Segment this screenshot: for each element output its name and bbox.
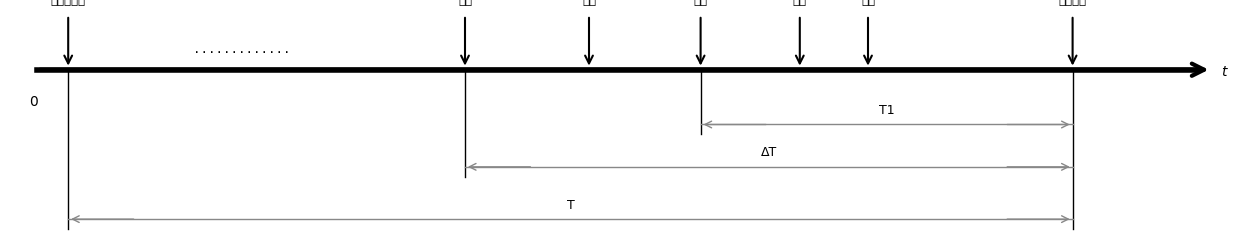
Text: .............: ............. [193,43,290,56]
Text: 本机启动
返回: 本机启动 返回 [451,0,479,7]
Text: ΔT: ΔT [760,146,777,159]
Text: T1: T1 [879,104,894,117]
Text: 本机启动触
发录波时刻: 本机启动触 发录波时刻 [51,0,86,7]
Text: 0: 0 [29,95,38,109]
Text: 接收
SOE2
时刻: 接收 SOE2 时刻 [852,0,884,7]
Text: 当前时刻: 当前时刻 [1059,0,1086,7]
Text: T: T [567,199,574,212]
Text: SOE1
时标: SOE1 时标 [684,0,717,7]
Text: t: t [1221,65,1226,79]
Text: SOE2
时标: SOE2 时标 [573,0,605,7]
Text: 接收
SOE1
时刻: 接收 SOE1 时刻 [784,0,816,7]
